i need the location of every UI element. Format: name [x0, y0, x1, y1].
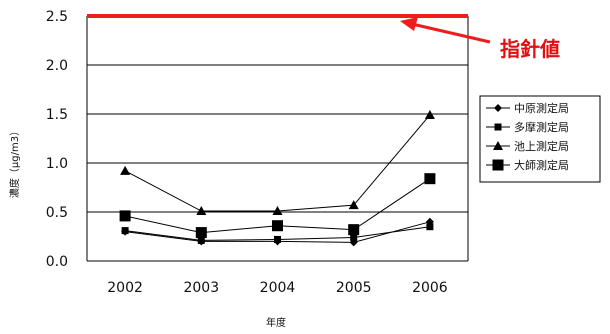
- arrow-shaft: [411, 22, 491, 44]
- data-point: [120, 165, 131, 175]
- legend-label: 池上測定局: [514, 139, 569, 153]
- series-2: [121, 223, 434, 244]
- data-point: [197, 236, 205, 244]
- x-tick-label: 2002: [107, 280, 143, 296]
- grid: [87, 64, 468, 213]
- data-point: [272, 220, 283, 232]
- y-tick-label: 1.5: [46, 107, 68, 123]
- data-point: [424, 173, 436, 185]
- legend-label: 大師測定局: [514, 158, 569, 172]
- y-tick-label: 2.5: [46, 9, 68, 25]
- data-point: [121, 227, 129, 235]
- data-point: [426, 223, 434, 231]
- x-axis-title: 年度: [266, 316, 286, 329]
- legend-marker: [493, 141, 503, 150]
- data-point: [196, 206, 207, 216]
- x-tick-label: 2006: [412, 280, 448, 296]
- data-point: [119, 210, 131, 222]
- x-tick-label: 2005: [336, 280, 372, 296]
- data-point: [195, 227, 207, 239]
- series-3: [120, 109, 435, 216]
- data-point: [348, 224, 360, 236]
- y-tick-label: 2.0: [46, 58, 68, 74]
- legend-marker: [494, 123, 502, 131]
- y-tick-labels: 0.0 0.5 1.0 1.5 2.0 2.5: [46, 9, 68, 270]
- x-tick-label: 2003: [183, 280, 219, 296]
- legend-label: 多摩測定局: [514, 120, 569, 134]
- data-point: [272, 206, 283, 216]
- guideline-label: 指針値: [500, 37, 560, 61]
- y-tick-label: 0.5: [46, 205, 68, 221]
- series-4: [119, 173, 436, 239]
- y-tick-label: 0.0: [46, 254, 68, 270]
- data-point: [274, 235, 281, 243]
- legend-marker: [494, 104, 502, 112]
- data-point: [350, 233, 358, 241]
- series: [119, 109, 436, 247]
- arrow-head: [400, 17, 418, 31]
- y-tick-label: 1.0: [46, 156, 68, 172]
- data-point: [424, 109, 435, 119]
- legend-label: 中原測定局: [514, 101, 569, 115]
- guideline-arrow: [400, 17, 491, 44]
- x-tick-labels: 2002 2003 2004 2005 2006: [107, 280, 448, 296]
- axes: [86, 16, 469, 262]
- guideline: 指針値: [87, 14, 560, 61]
- y-axis-title: 濃度（μg/m3）: [8, 126, 21, 198]
- x-tick-label: 2004: [260, 280, 296, 296]
- data-point: [348, 200, 359, 210]
- legend-item-2: 多摩測定局: [486, 120, 569, 134]
- legend-item-3: 池上測定局: [486, 139, 569, 153]
- legend-item-1: 中原測定局: [486, 101, 569, 115]
- legend-item-4: 大師測定局: [486, 158, 569, 172]
- legend-marker: [492, 159, 504, 171]
